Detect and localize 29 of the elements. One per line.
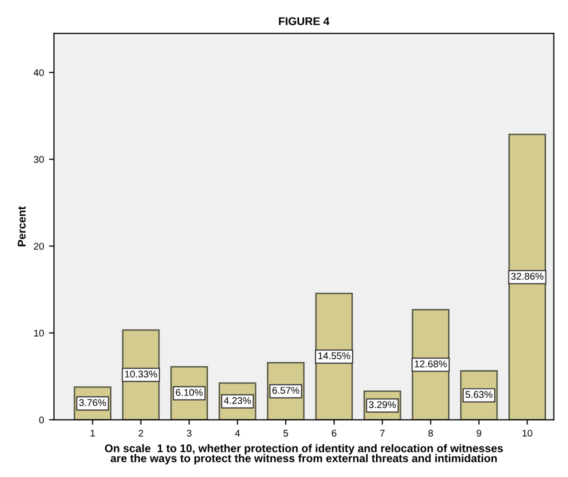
y-tick-label: 20 — [34, 242, 44, 250]
chart-title: FIGURE 4 — [279, 17, 330, 26]
y-tick-label: 40 — [34, 69, 44, 76]
data-label: 10.33% — [125, 370, 158, 378]
data-label: 32.86% — [511, 272, 544, 280]
x-tick-label: 9 — [476, 430, 482, 437]
x-axis-title: On scale 1 to 10, whether protection of identity and relocation of witnesses are the ways to protect the witness from external threats and intimidation — [104, 444, 503, 464]
x-tick-label: 5 — [283, 430, 288, 437]
y-tick-label: 0 — [39, 416, 44, 424]
y-tick-label: 10 — [34, 330, 44, 337]
x-tick-label: 8 — [428, 430, 433, 437]
x-tick-label: 2 — [138, 430, 144, 437]
x-tick-label: 7 — [380, 430, 385, 437]
data-label: 3.29% — [368, 401, 396, 408]
data-label: 4.23% — [224, 397, 251, 404]
x-tick-label: 6 — [332, 430, 336, 437]
x-tick-label: 4 — [234, 430, 240, 437]
data-label: 14.55% — [318, 352, 350, 360]
data-label: 5.63% — [466, 391, 492, 398]
x-tick-label: 3 — [186, 430, 192, 437]
y-tick-label: 30 — [34, 156, 44, 163]
x-tick-label: 1 — [90, 430, 95, 437]
y-axis-title: Percent — [18, 206, 26, 246]
bar — [508, 134, 546, 420]
data-label: 12.68% — [414, 360, 447, 368]
data-label: 6.10% — [176, 389, 203, 396]
data-label: 3.76% — [79, 399, 106, 406]
data-label: 6.57% — [272, 386, 300, 394]
x-tick-label: 10 — [522, 430, 532, 437]
